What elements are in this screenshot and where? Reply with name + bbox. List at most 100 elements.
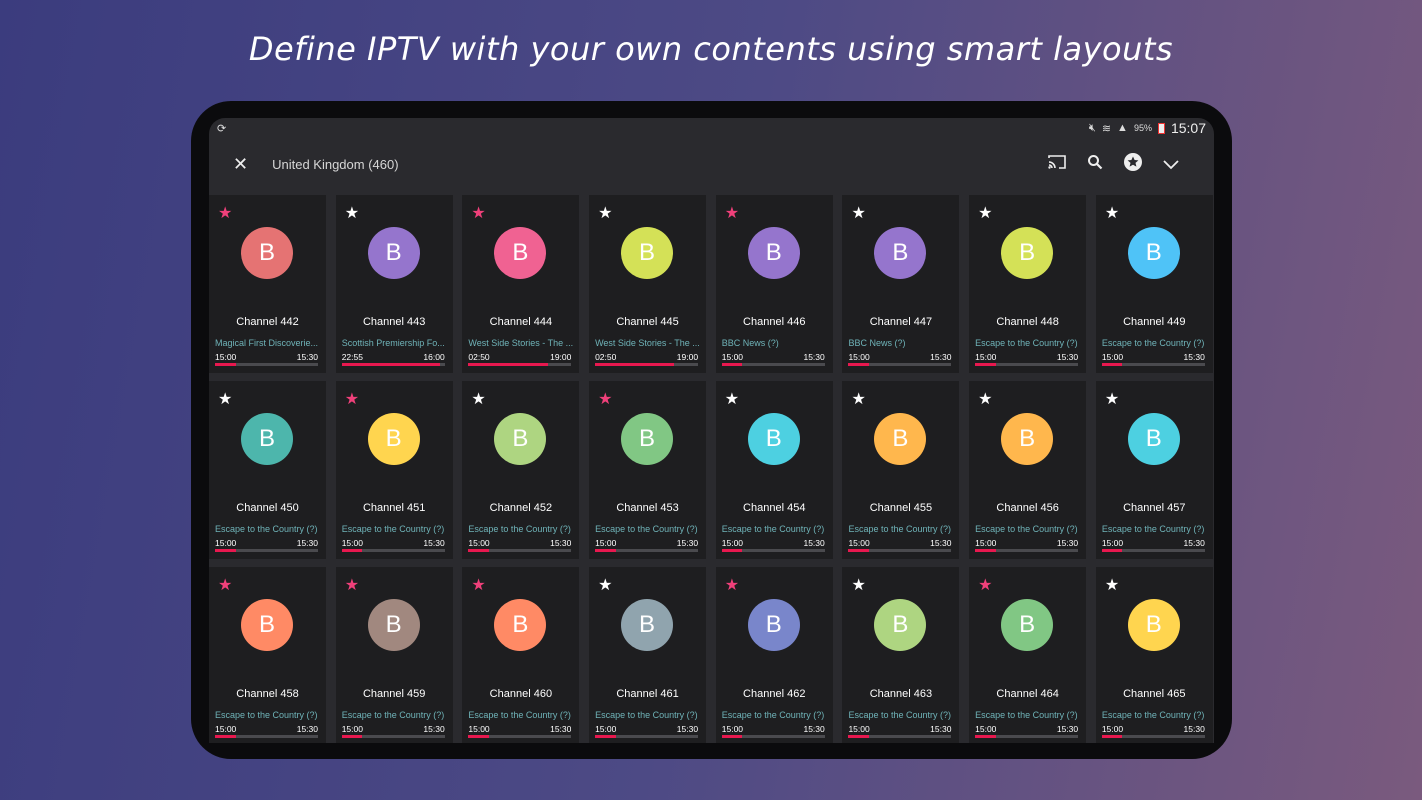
channel-card[interactable]: ★ B Channel 442 Magical First Discoverie… (209, 195, 326, 373)
channel-card[interactable]: ★ B Channel 457 Escape to the Country (?… (1095, 381, 1213, 559)
progress-bar (975, 363, 1079, 366)
end-time: 15:30 (1056, 352, 1079, 362)
progress-bar (468, 549, 572, 552)
star-icon[interactable]: ★ (724, 577, 740, 594)
close-icon[interactable]: ✕ (233, 153, 249, 174)
end-time: 19:00 (676, 352, 699, 362)
channel-name: Channel 458 (236, 688, 299, 700)
channel-card[interactable]: ★ B Channel 444 West Side Stories - The … (462, 195, 580, 373)
progress-fill (848, 363, 870, 366)
channel-avatar: B (874, 227, 927, 279)
search-icon[interactable] (1076, 154, 1114, 175)
program-times: 15:00 15:30 (342, 724, 445, 734)
star-icon[interactable]: ★ (978, 391, 993, 408)
start-time: 15:00 (1101, 352, 1124, 362)
star-icon[interactable]: ★ (978, 205, 993, 222)
channel-card[interactable]: ★ B Channel 461 Escape to the Country (?… (589, 567, 707, 743)
end-time: 15:30 (930, 352, 952, 362)
program-title: Escape to the Country (?) (975, 338, 1078, 348)
start-time: 15:00 (848, 352, 870, 362)
program-times: 15:00 15:30 (342, 538, 445, 548)
star-icon[interactable]: ★ (978, 577, 993, 594)
progress-fill (341, 735, 363, 738)
program-times: 15:00 15:30 (215, 724, 318, 734)
channel-card[interactable]: ★ B Channel 447 BBC News (?) 15:00 15:30 (842, 195, 960, 373)
channel-name: Channel 456 (996, 502, 1059, 514)
channel-card[interactable]: ★ B Channel 449 Escape to the Country (?… (1095, 195, 1213, 373)
star-icon[interactable]: ★ (471, 391, 486, 408)
star-icon[interactable]: ★ (851, 205, 866, 222)
start-time: 15:00 (975, 538, 997, 548)
star-icon[interactable]: ★ (344, 205, 360, 222)
program-title: Escape to the Country (?) (595, 524, 698, 534)
progress-bar (595, 363, 699, 366)
program-title: West Side Stories - The ... (595, 338, 700, 348)
program-times: 15:00 15:30 (722, 538, 825, 548)
star-icon[interactable]: ★ (851, 577, 866, 594)
channel-card[interactable]: ★ B Channel 453 Escape to the Country (?… (589, 381, 707, 559)
progress-bar (595, 549, 699, 552)
channel-card[interactable]: ★ B Channel 459 Escape to the Country (?… (335, 567, 453, 743)
channel-avatar: B (494, 227, 547, 279)
channel-card[interactable]: ★ B Channel 443 Scottish Premiership Fo.… (335, 195, 453, 373)
program-times: 15:00 15:30 (468, 724, 571, 734)
program-title: Escape to the Country (?) (848, 524, 951, 534)
progress-fill (468, 363, 548, 366)
start-time: 15:00 (1101, 538, 1124, 548)
channel-card[interactable]: ★ B Channel 456 Escape to the Country (?… (969, 381, 1087, 559)
channel-avatar: B (494, 413, 547, 465)
page-title: United Kingdom (460) (272, 156, 399, 172)
start-time: 15:00 (1101, 724, 1124, 734)
channel-card[interactable]: ★ B Channel 458 Escape to the Country (?… (209, 567, 326, 743)
headline: Define IPTV with your own contents using… (248, 30, 1174, 68)
star-icon[interactable]: ★ (344, 577, 360, 594)
progress-bar (848, 735, 952, 738)
channel-card[interactable]: ★ B Channel 463 Escape to the Country (?… (842, 567, 960, 743)
channel-card[interactable]: ★ B Channel 450 Escape to the Country (?… (209, 381, 326, 559)
star-icon[interactable]: ★ (724, 391, 740, 408)
channel-card[interactable]: ★ B Channel 445 West Side Stories - The … (589, 195, 707, 373)
star-icon[interactable]: ★ (598, 577, 613, 594)
program-title: Escape to the Country (?) (468, 524, 571, 534)
channel-card[interactable]: ★ B Channel 465 Escape to the Country (?… (1095, 567, 1213, 743)
star-icon[interactable]: ★ (1104, 391, 1120, 408)
end-time: 15:30 (296, 352, 318, 362)
channel-card[interactable]: ★ B Channel 462 Escape to the Country (?… (715, 567, 833, 743)
channel-card[interactable]: ★ B Channel 454 Escape to the Country (?… (715, 381, 833, 559)
progress-fill (595, 549, 616, 552)
star-icon[interactable]: ★ (344, 391, 360, 408)
star-icon[interactable]: ★ (1104, 205, 1120, 222)
favorites-icon[interactable] (1114, 152, 1152, 177)
star-icon[interactable]: ★ (851, 391, 866, 408)
progress-fill (595, 363, 675, 366)
cast-icon[interactable] (1038, 154, 1076, 175)
channel-avatar: B (747, 413, 800, 465)
start-time: 15:00 (721, 724, 744, 734)
star-icon[interactable]: ★ (598, 205, 613, 222)
program-title: BBC News (?) (721, 338, 779, 348)
start-time: 15:00 (848, 538, 870, 548)
channel-card[interactable]: ★ B Channel 446 BBC News (?) 15:00 15:30 (715, 195, 833, 373)
start-time: 15:00 (341, 538, 363, 548)
star-icon[interactable]: ★ (218, 577, 233, 594)
channel-card[interactable]: ★ B Channel 452 Escape to the Country (?… (462, 381, 580, 559)
channel-card[interactable]: ★ B Channel 448 Escape to the Country (?… (969, 195, 1087, 373)
chevron-down-icon[interactable] (1152, 154, 1190, 175)
end-time: 15:30 (930, 538, 952, 548)
star-icon[interactable]: ★ (218, 205, 233, 222)
channel-card[interactable]: ★ B Channel 460 Escape to the Country (?… (462, 567, 580, 743)
channel-card[interactable]: ★ B Channel 464 Escape to the Country (?… (969, 567, 1087, 743)
star-icon[interactable]: ★ (598, 391, 613, 408)
channel-card[interactable]: ★ B Channel 455 Escape to the Country (?… (842, 381, 960, 559)
end-time: 15:30 (296, 538, 318, 548)
start-time: 15:00 (215, 352, 237, 362)
program-title: Scottish Premiership Fo... (341, 338, 445, 348)
program-times: 15:00 15:30 (722, 352, 825, 362)
end-time: 15:30 (803, 538, 825, 548)
star-icon[interactable]: ★ (471, 205, 486, 222)
star-icon[interactable]: ★ (218, 391, 233, 408)
star-icon[interactable]: ★ (724, 205, 740, 222)
star-icon[interactable]: ★ (471, 577, 486, 594)
channel-card[interactable]: ★ B Channel 451 Escape to the Country (?… (335, 381, 453, 559)
star-icon[interactable]: ★ (1104, 577, 1120, 594)
